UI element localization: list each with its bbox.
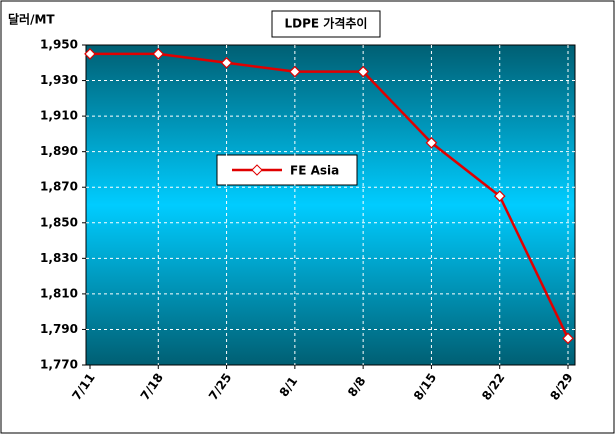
y-tick-label: 1,790 — [40, 322, 78, 336]
y-tick-label: 1,830 — [40, 251, 78, 265]
y-tick-label: 1,870 — [40, 180, 78, 194]
y-tick-label: 1,930 — [40, 73, 78, 87]
legend-marker — [251, 164, 263, 176]
marker — [562, 332, 574, 345]
marker — [425, 136, 438, 149]
y-tick-label: 1,910 — [40, 109, 78, 123]
y-axis-label: 달러/MT — [8, 12, 55, 27]
marker — [84, 48, 96, 60]
legend-label: FE Asia — [290, 164, 339, 178]
plot-area — [85, 44, 576, 366]
y-tick-label: 1,850 — [40, 215, 78, 229]
marker — [152, 48, 165, 60]
y-tick-label: 1,770 — [40, 358, 78, 372]
marker — [357, 65, 369, 78]
marker — [220, 56, 233, 69]
marker — [289, 65, 301, 78]
y-tick-label: 1,950 — [40, 38, 78, 52]
y-tick-label: 1,810 — [40, 286, 78, 300]
title-box — [271, 10, 381, 38]
y-tick-label: 1,890 — [40, 144, 78, 158]
marker — [493, 190, 506, 202]
line — [90, 52, 570, 339]
chart-title: LDPE 가격추이 — [285, 16, 368, 31]
